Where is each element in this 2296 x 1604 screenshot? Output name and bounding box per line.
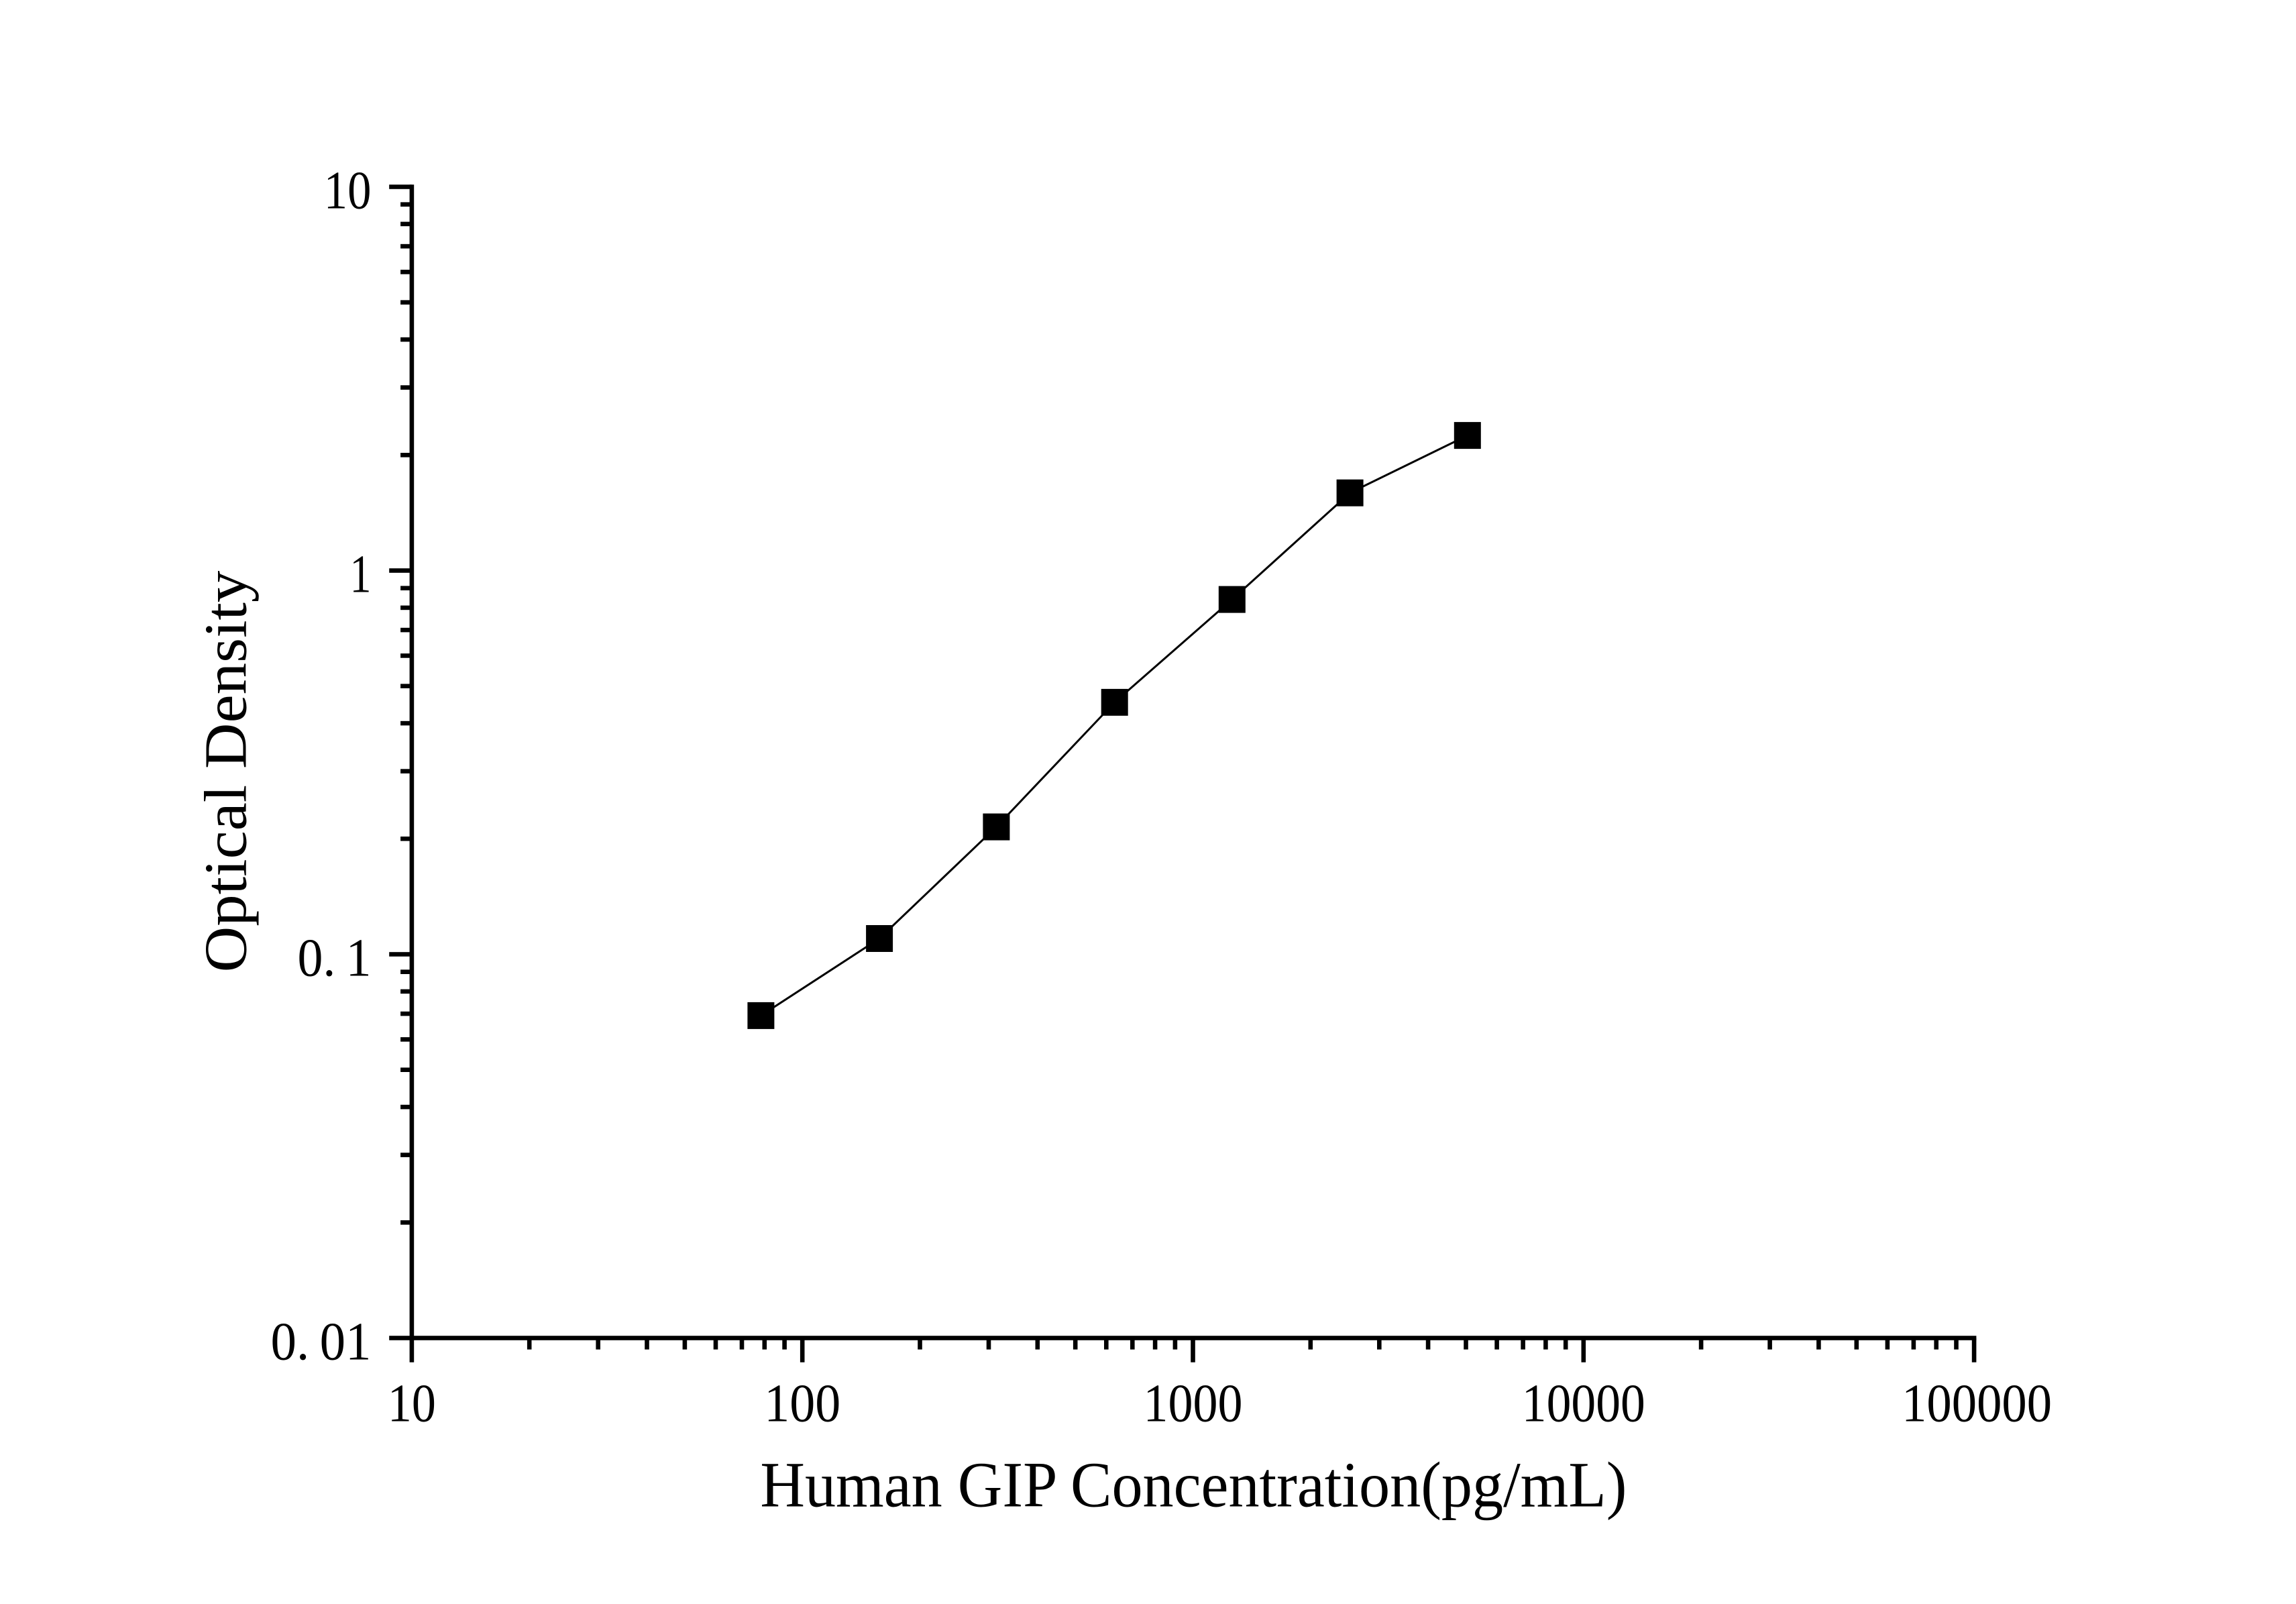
svg-text:0. 01: 0. 01 [271, 1313, 372, 1372]
svg-text:1: 1 [350, 545, 372, 604]
svg-text:10: 10 [388, 1375, 436, 1434]
svg-text:100000: 100000 [1902, 1375, 2052, 1434]
svg-text:10000: 10000 [1522, 1375, 1645, 1434]
svg-text:Optical Density: Optical Density [193, 571, 260, 973]
svg-text:100: 100 [764, 1375, 840, 1434]
svg-text:1000: 1000 [1144, 1375, 1243, 1434]
svg-text:10: 10 [324, 162, 372, 221]
svg-text:0. 1: 0. 1 [298, 929, 372, 988]
svg-text:Human GIP Concentration(pg/mL): Human GIP Concentration(pg/mL) [760, 1448, 1627, 1520]
